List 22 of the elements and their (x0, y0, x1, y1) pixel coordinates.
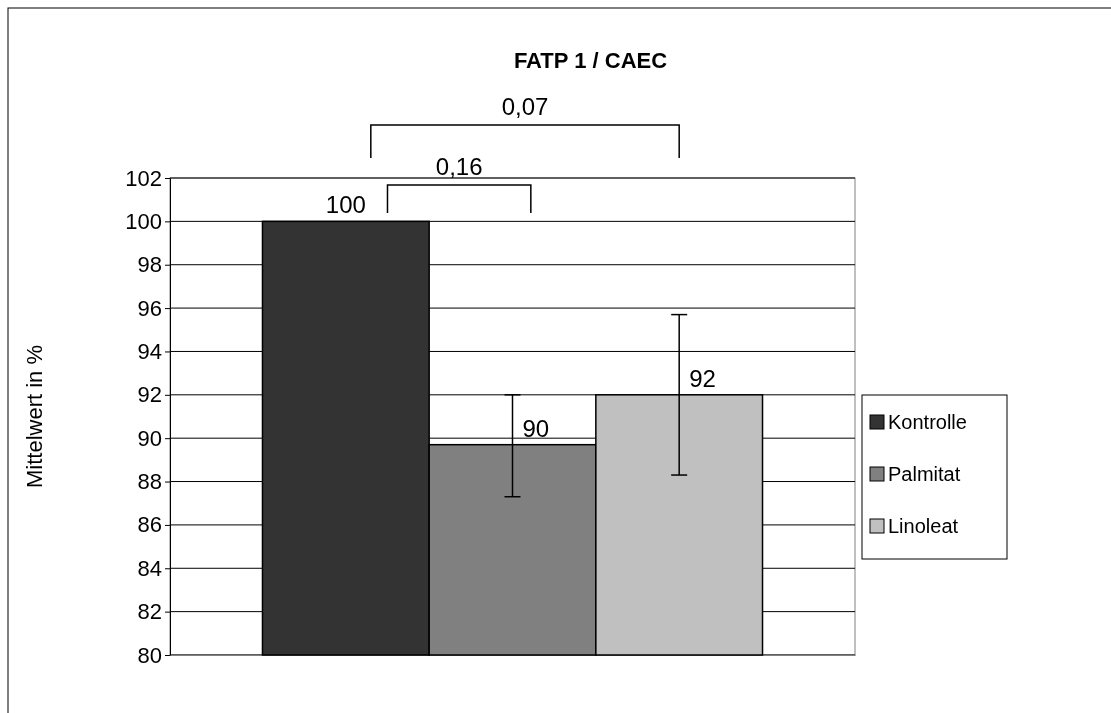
y-tick-label: 86 (137, 512, 162, 538)
chart-title: FATP 1 / CAEC (513, 48, 668, 73)
y-tick-label: 88 (137, 469, 162, 495)
y-tick-label: 98 (137, 252, 162, 278)
y-tick-label: 82 (137, 599, 162, 625)
y-axis-title: Mittelwert in % (22, 344, 47, 489)
y-tick-label: 92 (137, 382, 162, 408)
y-tick-label: 100 (125, 208, 162, 234)
legend-label: Kontrolle (888, 411, 967, 433)
y-tick-label: 90 (137, 425, 162, 451)
data-label: 100 (325, 191, 366, 219)
text: 0,07 (501, 93, 549, 120)
data-label: 90 (522, 414, 550, 442)
y-tick-label: 84 (137, 555, 162, 581)
legend-label: Palmitat (888, 463, 961, 485)
legend-label: Linoleat (888, 515, 959, 537)
data-label: 92 (689, 364, 716, 392)
y-tick-label: 94 (137, 338, 162, 364)
annotation: 0,16 (435, 153, 483, 180)
y-tick-label: 102 (125, 165, 162, 191)
y-tick-label: 96 (137, 295, 162, 321)
y-tick-label: 80 (137, 642, 162, 668)
